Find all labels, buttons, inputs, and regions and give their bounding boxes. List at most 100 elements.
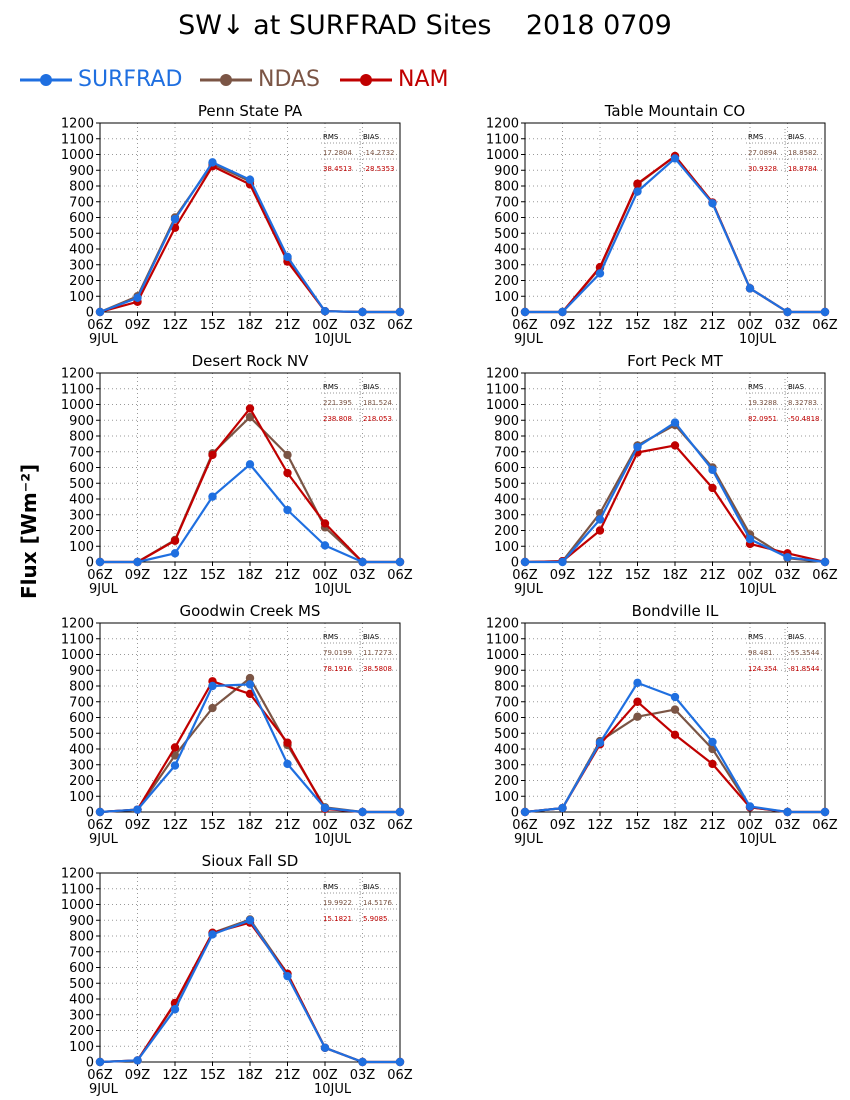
data-point-surfrad [358, 557, 367, 567]
data-point-surfrad [283, 252, 292, 262]
x-tick-label: 06Z [87, 818, 113, 833]
stats-header-bias: BIAS [363, 133, 380, 141]
data-point-surfrad [320, 1043, 330, 1053]
x-tick-label: 00Z [737, 818, 763, 833]
legend-swatch-ndas [200, 74, 252, 86]
data-point-surfrad [133, 805, 142, 814]
y-tick-label: 500 [69, 727, 94, 742]
data-point-surfrad [358, 1057, 367, 1067]
panel-title: Penn State PA [198, 102, 303, 120]
x-tick-label: 09Z [125, 1068, 151, 1083]
x-tick-label: 06Z [387, 318, 413, 333]
data-point-surfrad [783, 307, 792, 317]
x-tick-label: 18Z [237, 568, 263, 583]
series-line-nam [524, 444, 826, 564]
data-point-nam [283, 738, 292, 747]
stats-nam-bias: -50.4818 [788, 415, 819, 423]
data-point-surfrad [395, 807, 405, 817]
data-point-surfrad [745, 802, 755, 811]
legend-swatch-surfrad [20, 74, 72, 86]
panel-3: 0100200300400500600700800900100011001200… [486, 352, 838, 597]
stats-header-rms: RMS [323, 383, 339, 391]
y-tick-label: 600 [69, 711, 94, 726]
y-tick-label: 200 [69, 524, 94, 539]
data-point-nam [633, 697, 642, 706]
stats-header-rms: RMS [748, 133, 764, 141]
x-date-label: 9JUL [89, 832, 119, 847]
x-tick-label: 06Z [387, 1068, 413, 1083]
data-point-nam [670, 730, 680, 740]
data-point-nam [708, 759, 717, 769]
x-tick-label: 00Z [737, 568, 763, 583]
stats-nam-bias: 218.053 [363, 415, 392, 423]
stats-header-bias: BIAS [363, 633, 380, 641]
data-point-surfrad [245, 175, 255, 184]
y-tick-label: 900 [494, 414, 519, 429]
stats-ndas-bias: 14.5176 [363, 899, 392, 907]
y-tick-label: 800 [494, 430, 519, 445]
x-date-label: 9JUL [89, 582, 119, 597]
data-point-surfrad [745, 284, 755, 293]
x-tick-label: 12Z [162, 318, 188, 333]
y-tick-label: 700 [494, 695, 519, 710]
x-tick-label: 15Z [200, 818, 226, 833]
data-point-surfrad [245, 460, 255, 469]
stats-ndas-bias: 11.7273 [363, 649, 392, 657]
y-tick-label: 800 [494, 680, 519, 695]
data-point-surfrad [133, 557, 142, 567]
data-point-surfrad [708, 199, 717, 208]
y-tick-label: 1000 [486, 148, 519, 163]
data-point-nam [245, 404, 255, 413]
y-tick-label: 900 [494, 664, 519, 679]
data-point-surfrad [208, 158, 217, 167]
y-tick-label: 800 [69, 930, 94, 945]
x-tick-label: 09Z [550, 818, 576, 833]
data-point-surfrad [170, 214, 180, 224]
x-tick-label: 06Z [512, 818, 538, 833]
stats-nam-rms: 78.1916 [323, 665, 352, 673]
y-tick-label: 100 [69, 1040, 94, 1055]
y-tick-label: 1100 [486, 632, 519, 647]
data-point-surfrad [283, 759, 292, 769]
data-point-surfrad [670, 154, 680, 163]
data-point-surfrad [708, 465, 717, 475]
data-point-nam [633, 179, 642, 188]
x-tick-label: 15Z [200, 318, 226, 333]
x-tick-label: 03Z [350, 1068, 376, 1083]
data-point-surfrad [283, 971, 292, 981]
y-tick-label: 1200 [61, 617, 94, 632]
data-point-surfrad [520, 807, 530, 817]
x-tick-label: 15Z [200, 568, 226, 583]
stats-nam-bias: 18.8784 [788, 165, 817, 173]
data-point-surfrad [520, 307, 530, 317]
stats-nam-rms: 30.9328 [748, 165, 777, 173]
y-tick-label: 100 [494, 540, 519, 555]
data-point-surfrad [670, 692, 680, 702]
x-tick-label: 21Z [700, 818, 726, 833]
y-tick-label: 500 [494, 477, 519, 492]
x-tick-label: 06Z [387, 568, 413, 583]
y-tick-label: 800 [69, 430, 94, 445]
panel-title: Table Mountain CO [604, 102, 746, 120]
y-tick-label: 1100 [61, 382, 94, 397]
x-tick-label: 12Z [162, 1068, 188, 1083]
panel-2: 0100200300400500600700800900100011001200… [61, 352, 413, 597]
x-tick-label: 12Z [587, 318, 613, 333]
panel-4: 0100200300400500600700800900100011001200… [61, 602, 413, 847]
x-tick-label: 00Z [737, 318, 763, 333]
y-tick-label: 300 [69, 758, 94, 773]
y-tick-label: 300 [69, 258, 94, 273]
x-tick-label: 15Z [200, 1068, 226, 1083]
x-tick-label: 15Z [625, 818, 651, 833]
stats-header-bias: BIAS [363, 883, 380, 891]
y-tick-label: 700 [69, 695, 94, 710]
panel-5: 0100200300400500600700800900100011001200… [486, 602, 838, 847]
y-tick-label: 1200 [61, 867, 94, 882]
data-point-ndas [170, 751, 180, 760]
y-tick-label: 400 [494, 493, 519, 508]
x-date-label: 10JUL [314, 332, 352, 347]
data-point-surfrad [595, 269, 605, 278]
stats-ndas-rms: 27.0894 [748, 149, 777, 157]
panel-1: 0100200300400500600700800900100011001200… [486, 102, 838, 347]
y-tick-label: 300 [494, 758, 519, 773]
